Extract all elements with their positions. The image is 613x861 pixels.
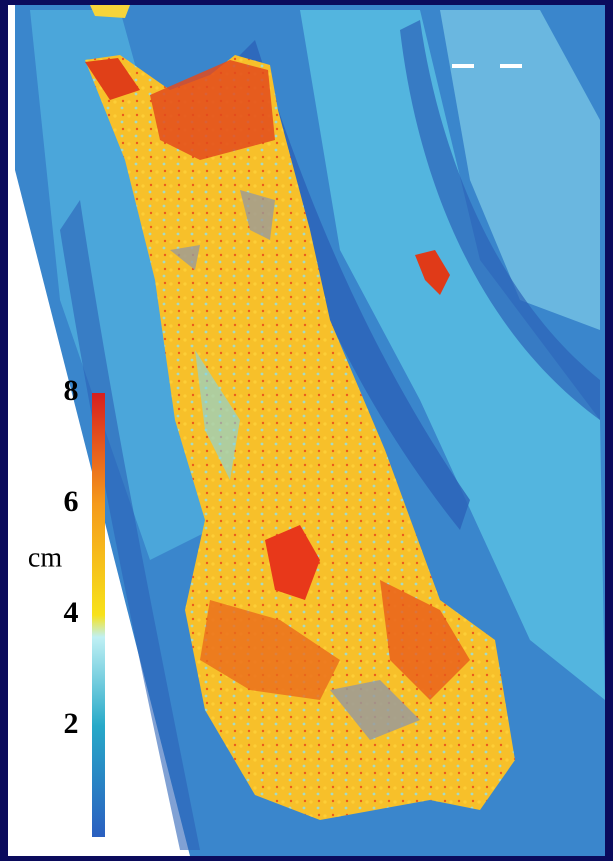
figure: cm 2 4 6 8	[0, 0, 613, 861]
colorbar-tick-label: 6	[64, 485, 79, 518]
colorbar-tick-label: 4	[64, 596, 79, 629]
colorbar-tick-label: 2	[64, 707, 79, 740]
colorbar	[92, 393, 105, 837]
page: cm 2468 (() => { const data = JSON.parse…	[0, 0, 613, 861]
colorbar-tick-label: 8	[64, 374, 79, 407]
colorbar-label: cm	[28, 542, 62, 573]
